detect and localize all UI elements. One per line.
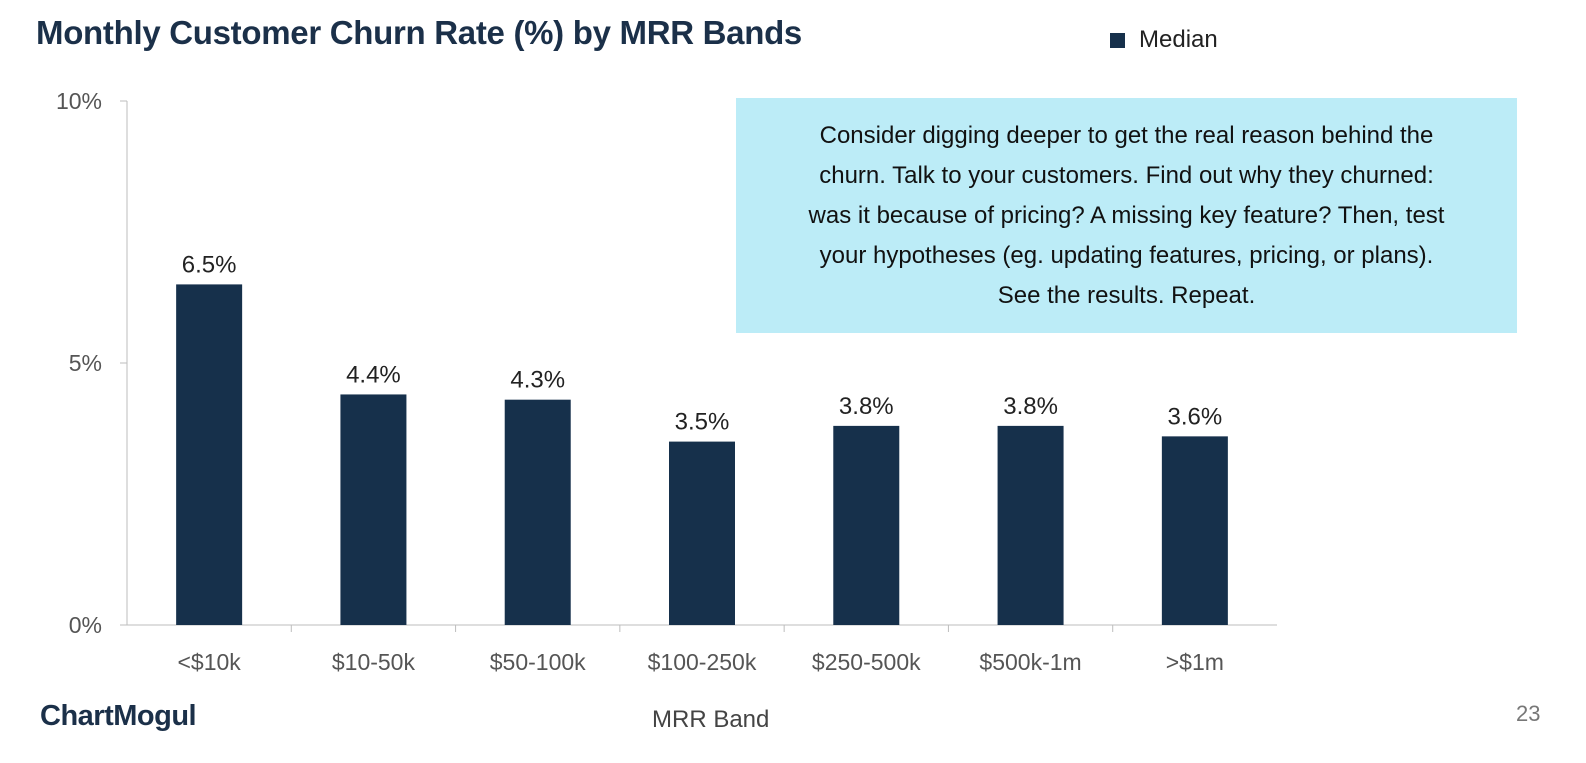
data-label: 6.5% [182, 251, 237, 278]
y-tick-label: 10% [56, 88, 102, 114]
chart-legend: Median [1110, 26, 1218, 54]
data-label: 3.5% [675, 409, 730, 436]
x-tick-label: $250-500k [812, 649, 921, 675]
x-axis-title: MRR Band [652, 706, 770, 733]
callout-text: Consider digging deeper to get the real … [808, 121, 1445, 309]
chartmogul-logo: ChartMogul [40, 700, 197, 732]
data-label: 4.3% [510, 367, 565, 394]
x-tick-label: <$10k [177, 649, 241, 675]
data-label: 3.8% [1003, 393, 1058, 420]
y-tick-label: 5% [69, 350, 102, 376]
bar [833, 425, 900, 625]
callout-box: Consider digging deeper to get the real … [736, 98, 1517, 333]
data-label: 3.8% [839, 393, 894, 420]
x-tick-label: $500k-1m [979, 649, 1081, 675]
bar [176, 284, 243, 625]
bar [340, 394, 407, 625]
legend-swatch-median [1110, 32, 1125, 48]
data-label: 4.4% [346, 361, 401, 388]
page-number: 23 [1516, 701, 1541, 726]
data-label: 3.6% [1168, 403, 1223, 430]
x-tick-label: $100-250k [648, 649, 757, 675]
legend-label-median: Median [1139, 26, 1218, 53]
chart-title: Monthly Customer Churn Rate (%) by MRR B… [36, 14, 802, 51]
bar [1161, 436, 1228, 625]
y-tick-label: 0% [69, 612, 102, 638]
x-tick-label: $50-100k [490, 649, 586, 675]
x-tick-label: $10-50k [332, 649, 416, 675]
x-tick-label: >$1m [1166, 649, 1224, 675]
bar [669, 441, 735, 625]
bar [504, 399, 571, 625]
bar [997, 425, 1064, 625]
